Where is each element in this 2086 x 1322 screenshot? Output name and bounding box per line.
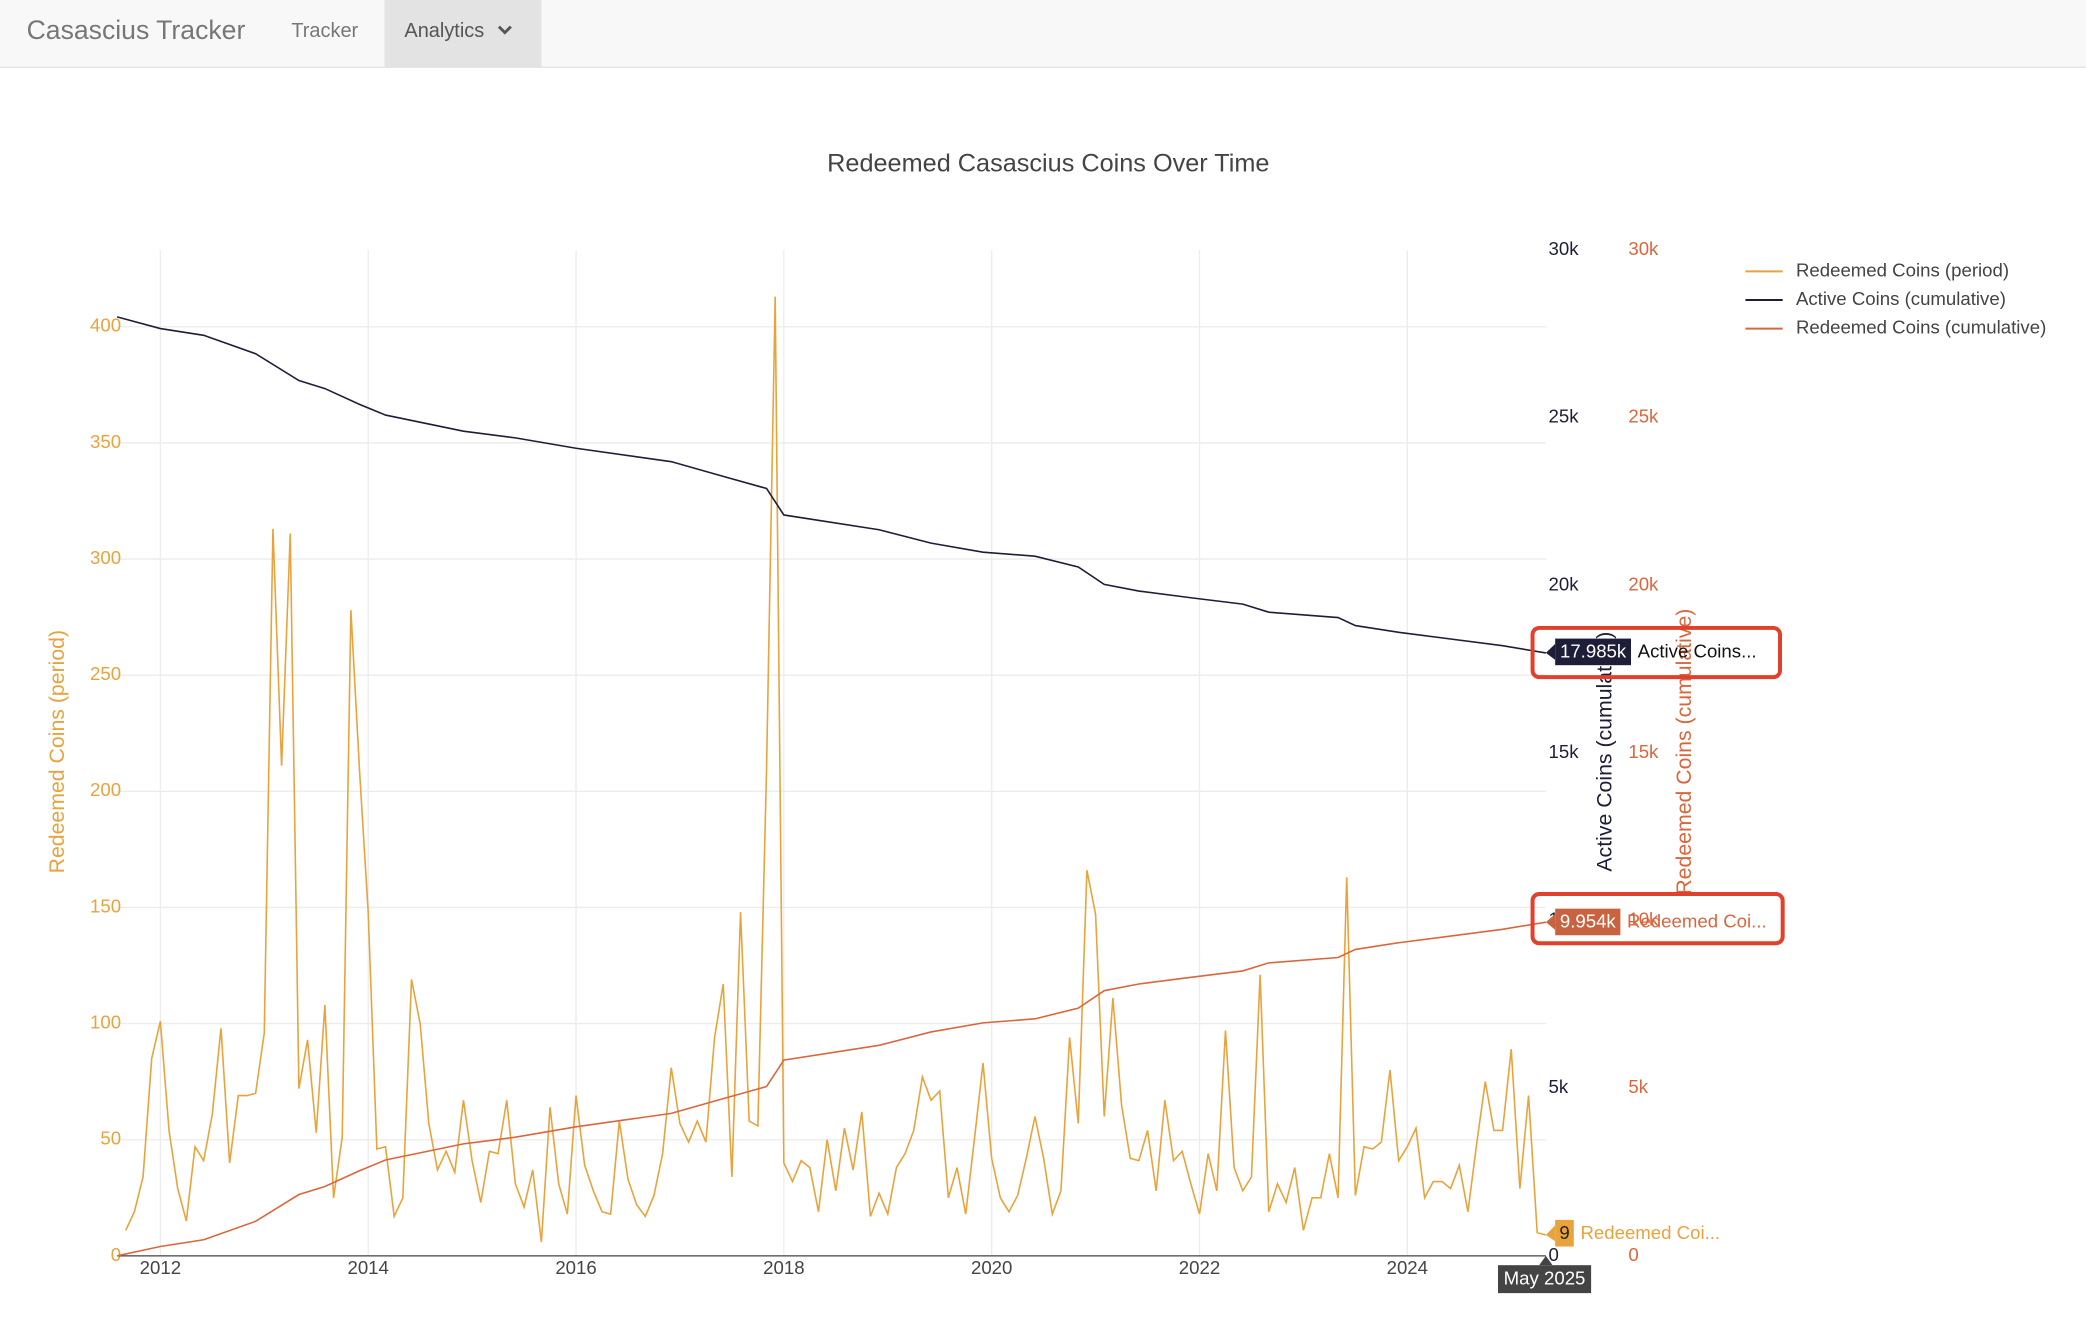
plot: 2012 2014 2016 2018 2020 2022 2024 0 50 100 150 200… (45, 238, 2046, 1294)
navbar (0, 0, 2086, 67)
hover-box (1497, 1265, 1592, 1294)
axis-title: Redeemed Coins (period) (45, 630, 69, 874)
highlight-box (1530, 625, 1783, 680)
legend-label: Active Coins (cumulative) (1796, 288, 2006, 309)
y-tick-label: 30k (1549, 238, 1580, 259)
y-tick-label: 150 (90, 895, 121, 916)
hover-pointer (1545, 1225, 1556, 1242)
y-tick-label: 10k (1628, 909, 1659, 930)
brand[interactable]: Casascius Tracker (27, 15, 246, 45)
hover-pointer (1545, 913, 1556, 930)
hover-name: Redeemed Coi... (1627, 911, 1767, 932)
axis-title: Redeemed Coins (cumulative) (1672, 609, 1696, 895)
y-tick-label: 250 (90, 663, 121, 684)
y-tick-label: 20k (1549, 573, 1580, 594)
y-tick-label: 15k (1549, 741, 1580, 762)
y-tick-label: 400 (90, 315, 121, 336)
y-tick-label: 20k (1628, 573, 1659, 594)
hover-value: 9 (1559, 1222, 1569, 1243)
y-tick-label: 0 (1549, 1244, 1559, 1265)
y-tick-label: 15k (1628, 741, 1659, 762)
y-tick-label: 25k (1628, 406, 1659, 427)
x-tick-label: 2018 (763, 1257, 804, 1278)
x-tick-label: 2024 (1387, 1257, 1428, 1278)
y-tick-label: 200 (90, 779, 121, 800)
y-tick-label: 5k (1549, 1076, 1569, 1097)
hover-box (1555, 638, 1632, 666)
y-tick-label: 350 (90, 431, 121, 452)
hover-box (1555, 1219, 1574, 1247)
y-tick-label: 30k (1628, 238, 1659, 259)
y-tick-label: 300 (90, 547, 121, 568)
legend-label: Redeemed Coins (period) (1796, 259, 2009, 280)
y-tick-label: 5k (1628, 1076, 1648, 1097)
series-line (116, 316, 1547, 654)
legend-label: Redeemed Coins (cumulative) (1796, 317, 2046, 338)
hover-value: 17.985k (1560, 640, 1627, 661)
chart-title: Redeemed Casascius Coins Over Time (827, 150, 1269, 178)
y-tick-label: 50 (100, 1128, 121, 1149)
hover-box (1555, 908, 1621, 936)
dropdown-chevron (497, 25, 512, 35)
y-tick-label: 100 (90, 1012, 121, 1033)
nav-link[interactable]: Analytics (404, 20, 484, 42)
y-tick-label: 0 (111, 1244, 121, 1265)
series-line (116, 921, 1547, 1257)
hover-pointer (1545, 643, 1556, 660)
nav-link[interactable]: Tracker (291, 20, 358, 42)
y-tick-label: 0 (1628, 1244, 1638, 1265)
hover-x-label: May 2025 (1504, 1268, 1586, 1289)
highlight-box (1530, 892, 1785, 946)
y-tick-label: 25k (1549, 406, 1580, 427)
hover-pointer (1539, 1255, 1553, 1266)
series-line (125, 296, 1547, 1243)
hover-name: Redeemed Coi... (1580, 1222, 1720, 1243)
hover-value: 9.954k (1560, 911, 1617, 932)
nav-active[interactable] (384, 0, 542, 67)
x-tick-label: 2014 (347, 1257, 388, 1278)
hover-name: Active Coins... (1638, 640, 1757, 661)
x-tick-label: 2012 (140, 1257, 181, 1278)
axis-title: Active Coins (cumulative) (1592, 632, 1616, 872)
x-tick-label: 2022 (1179, 1257, 1220, 1278)
x-tick-label: 2016 (555, 1257, 596, 1278)
x-tick-label: 2020 (971, 1257, 1012, 1278)
